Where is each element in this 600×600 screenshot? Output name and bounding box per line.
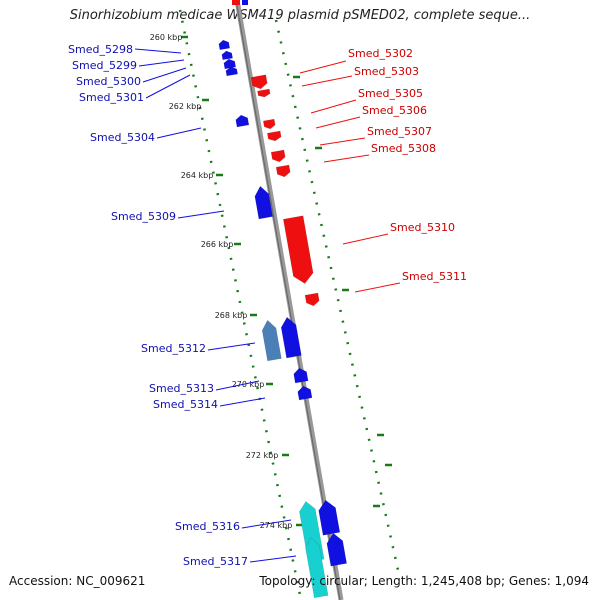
gene-label-smed-5301[interactable]: Smed_5301 [79,91,144,104]
gene-arrow-smed-5309[interactable] [253,185,274,220]
gene-labels: Smed_5298 Smed_5299 Smed_5300 Smed_5301 Smed… [68,43,467,568]
gene-label-smed-5309[interactable]: Smed_5309 [111,210,176,223]
left-tick-track [178,9,302,596]
gene-leader-line [215,380,260,391]
gene-leader-line [145,74,191,99]
gene-arrow-smed-5305[interactable] [262,118,276,130]
gene-arrow-smed-5312[interactable] [261,319,282,362]
gene-arrow-smed-5307[interactable] [270,149,286,163]
gene-arrow-smed-5313[interactable] [293,367,309,384]
gene-label-smed-5305[interactable]: Smed_5305 [358,87,423,100]
gene-label-smed-5310[interactable]: Smed_5310 [390,221,455,234]
label-leaders [134,48,401,563]
gene-leader-line [156,127,202,139]
gene-leader-line [323,154,370,163]
gene-fragment [232,0,240,5]
gene-arrow-smed-5306[interactable] [266,130,282,142]
gene-leader-line [219,397,266,407]
gene-label-smed-5304[interactable]: Smed_5304 [90,131,155,144]
gene-label-smed-5314[interactable]: Smed_5314 [153,398,218,411]
gene-features [218,0,348,599]
kbp-tick-label: 260 kbp [150,33,183,42]
gene-arrow-smed-5299[interactable] [221,50,233,61]
gene-arrow-smed-5314[interactable] [297,385,313,401]
sequence-backbone [234,0,344,600]
gene-label-smed-5317[interactable]: Smed_5317 [183,555,248,568]
kbp-tick-label: 268 kbp [215,311,248,320]
gene-arrow-smed-5308[interactable] [275,164,291,178]
gene-arrow-smed-5310[interactable] [282,215,314,285]
accession-text: Accession: NC_009621 [9,574,146,588]
gene-arrow-smed-5316[interactable] [317,499,341,536]
gene-arrow-smed-5298[interactable] [218,39,231,51]
map-title: Sinorhizobium medicae WSM419 plasmid pSM… [69,8,531,23]
gene-leader-line [142,67,187,83]
gene-label-smed-5308[interactable]: Smed_5308 [371,142,436,155]
kbp-tick-label: 274 kbp [260,521,293,530]
gene-arrow-smed-5302[interactable] [250,74,268,90]
gene-arrow-smed-5312[interactable] [280,316,302,359]
right-tick-track [274,19,400,571]
gene-label-smed-5316[interactable]: Smed_5316 [175,520,240,533]
gene-leader-line [319,137,366,146]
gene-label-smed-5300[interactable]: Smed_5300 [76,75,141,88]
gene-arrow-smed-5303[interactable] [257,88,271,98]
kbp-tick-label: 264 kbp [181,171,214,180]
gene-label-smed-5303[interactable]: Smed_5303 [354,65,419,78]
gene-leader-line [207,342,256,351]
gene-leader-line [354,282,401,293]
gene-arrow-smed-5317[interactable] [325,532,348,567]
gene-label-smed-5312[interactable]: Smed_5312 [141,342,206,355]
gene-leader-line [249,555,297,563]
gene-arrow-smed-5304[interactable] [235,114,250,128]
gene-label-smed-5298[interactable]: Smed_5298 [68,43,133,56]
sequence-backbone-highlight [235,0,341,600]
gene-arrow-smed-5301[interactable] [225,66,238,77]
gene-leader-line [177,210,225,219]
kbp-ticks: 260 kbp 262 kbp 264 kbp 266 kbp 268 kbp 270 k… [150,33,392,530]
gene-leader-line [138,59,185,67]
kbp-tick-label: 266 kbp [201,240,234,249]
gene-arrow-smed-5311[interactable] [304,292,320,307]
kbp-tick-label: 262 kbp [169,102,202,111]
gene-label-smed-5311[interactable]: Smed_5311 [402,270,467,283]
gene-label-smed-5306[interactable]: Smed_5306 [362,104,427,117]
gene-leader-line [301,75,353,87]
gene-label-smed-5299[interactable]: Smed_5299 [72,59,137,72]
gene-arrow-smed-5317[interactable] [304,536,329,599]
gene-label-smed-5302[interactable]: Smed_5302 [348,47,413,60]
gene-leader-line [299,60,347,74]
gene-label-smed-5307[interactable]: Smed_5307 [367,125,432,138]
kbp-tick-label: 272 kbp [246,451,279,460]
gene-fragment [242,0,248,5]
gene-leader-line [310,99,357,114]
gene-leader-line [134,48,182,54]
gene-leader-line [241,519,292,529]
kbp-tick-label: 270 kbp [232,380,265,389]
gene-arrow-smed-5300[interactable] [223,58,237,70]
gene-label-smed-5313[interactable]: Smed_5313 [149,382,214,395]
gene-leader-line [315,116,361,129]
topology-summary: Topology: circular; Length: 1,245,408 bp… [259,574,589,588]
gene-leader-line [342,233,389,245]
